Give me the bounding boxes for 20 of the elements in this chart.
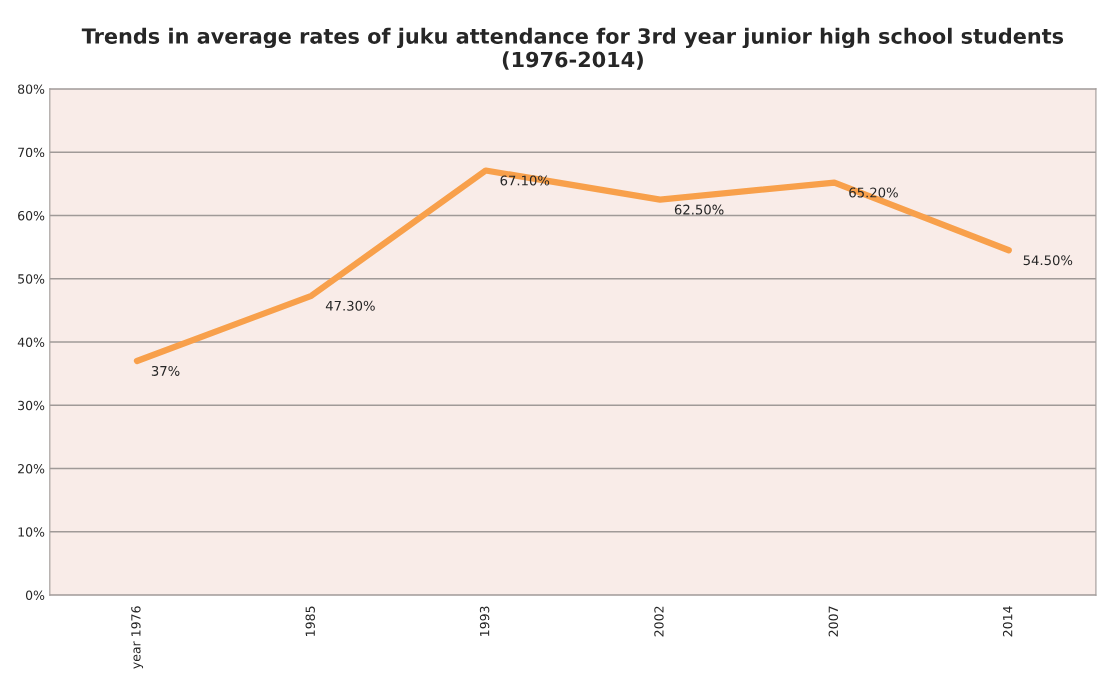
x-tick-label: 1993: [479, 606, 490, 636]
data-label: 62.50%: [674, 204, 724, 215]
x-tick-label: 1985: [305, 606, 315, 636]
y-tick-label: 10%: [18, 527, 45, 537]
chart-title: Trends in average rates of juku attendance for 3rd year junior high school students (1976-2014): [81, 27, 1064, 70]
x-tick-label: 2014: [1002, 606, 1013, 637]
data-label: 37%: [151, 365, 180, 376]
data-label: 47.30%: [325, 300, 375, 311]
x-tick-label: 2007: [828, 606, 839, 637]
y-tick-label: 80%: [18, 84, 45, 94]
data-label: 54.50%: [1023, 255, 1073, 266]
y-tick-label: 0%: [25, 590, 45, 601]
y-tick-label: 30%: [18, 400, 45, 411]
y-tick-label: 20%: [18, 464, 45, 474]
y-tick-label: 60%: [18, 210, 45, 221]
x-tick-label: 2002: [654, 606, 664, 637]
y-tick-label: 40%: [17, 337, 45, 347]
x-tick-label: year 1976: [131, 606, 144, 669]
y-tick-label: 50%: [18, 274, 45, 284]
y-tick-label: 70%: [18, 147, 45, 158]
